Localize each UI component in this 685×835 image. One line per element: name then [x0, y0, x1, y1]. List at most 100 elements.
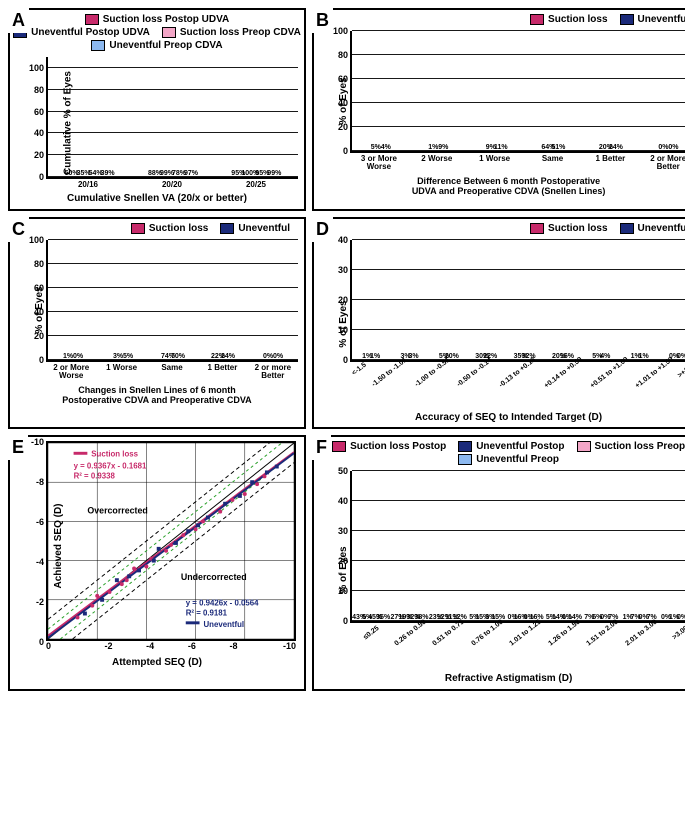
- legend-label: Uneventful: [238, 223, 290, 234]
- bar-value-label: 3%: [408, 353, 418, 360]
- xtick-label: 1 Better: [581, 153, 639, 172]
- bar-value-label: 1%: [370, 353, 380, 360]
- legend-label: Suction loss: [149, 223, 208, 234]
- plot-a: 02040608010050%35%54%39%88%99%78%97%95%1…: [46, 57, 298, 179]
- ytick-label: 80: [338, 50, 352, 60]
- bar-value-label: 0%: [677, 353, 685, 360]
- ytick-label: -6: [36, 517, 48, 527]
- ytick-label: 0: [343, 616, 352, 626]
- xticks-a: 20/1620/2020/25: [46, 179, 298, 189]
- bar-value-label: 5%: [371, 144, 381, 151]
- plot-e: Suction lossy = 0.9367x - 0.1681R² = 0.9…: [46, 441, 296, 641]
- legend-item: Suction loss Preop CDVA: [162, 27, 301, 38]
- ytick-label: 20: [338, 556, 352, 566]
- legend-label: Uneventful Preop CDVA: [109, 40, 222, 51]
- ytick-label: -10: [31, 437, 48, 447]
- panel-letter: E: [8, 435, 28, 460]
- panel-letter: A: [8, 8, 29, 33]
- legend-swatch: [530, 223, 544, 234]
- bar-value-label: 0%: [677, 614, 685, 621]
- legend-label: Suction loss: [548, 223, 607, 234]
- legend-label: Uneventful Postop: [476, 441, 564, 452]
- xticks-c: 2 or MoreWorse1 WorseSame1 Better2 or mo…: [46, 362, 298, 381]
- legend-item: Uneventful Postop: [458, 441, 564, 452]
- ytick-label: 100: [29, 235, 48, 245]
- bar-value-label: 0%: [668, 144, 678, 151]
- bar-value-label: 1%: [639, 353, 649, 360]
- legend-item: Uneventful: [220, 223, 290, 234]
- ytick-label: 0: [39, 172, 48, 182]
- xtick-label: 2 or moreBetter: [248, 362, 298, 381]
- legend-item: Suction loss Preop: [577, 441, 685, 452]
- ytick-label: 80: [34, 85, 48, 95]
- legend-item: Suction loss Postop: [332, 441, 446, 452]
- legend-swatch: [91, 40, 105, 51]
- panel-letter: F: [312, 435, 331, 460]
- ytick-label: 0: [39, 637, 48, 647]
- ytick-label: 40: [34, 307, 48, 317]
- plot-b: 0204060801005%4%1%9%9%11%64%51%20%24%0%0…: [350, 31, 685, 153]
- ytick-label: 0: [39, 355, 48, 365]
- xticks-d: <-1.5-1.50 to -1.01-1.00 to -0.51-0.50 t…: [350, 362, 685, 408]
- ytick-label: 20: [338, 295, 352, 305]
- ytick-label: 20: [34, 331, 48, 341]
- ytick-label: 100: [29, 63, 48, 73]
- plot-c: 0204060801001%0%3%5%74%70%22%24%0%0%: [46, 240, 298, 362]
- bar-value-label: 5%: [123, 353, 133, 360]
- legend-swatch: [162, 27, 176, 38]
- bar-value-label: 24%: [221, 353, 235, 360]
- bars-row: 5%4%1%9%9%11%64%51%20%24%0%0%: [352, 31, 685, 151]
- ytick-label: 30: [338, 526, 352, 536]
- legend-swatch: [458, 441, 472, 452]
- ytick-label: 40: [34, 128, 48, 138]
- xtick-label: Same: [147, 362, 197, 381]
- panel-letter: C: [8, 217, 29, 242]
- ytick-label: 10: [338, 325, 352, 335]
- ylabel-d: % of Eyes: [338, 300, 349, 347]
- ytick-label: -2: [36, 597, 48, 607]
- xticks-f: ≤0.250.26 to 0.500.51 to 0.750.76 to 1.0…: [350, 623, 685, 669]
- legend-label: Uneventful: [638, 14, 685, 25]
- xtick-label: Same: [524, 153, 582, 172]
- bar-value-label: 97%: [184, 170, 198, 177]
- svg-text:Suction loss: Suction loss: [91, 450, 138, 459]
- legend-item: Suction loss: [530, 223, 607, 234]
- ytick-label: 20: [338, 122, 352, 132]
- xtick-label: 2 Worse: [408, 153, 466, 172]
- legend-swatch: [85, 14, 99, 25]
- bars-row: 1%1%3%3%5%20%30%22%35%32%20%16%5%4%1%1%0…: [352, 240, 685, 360]
- xticks-b: 3 or MoreWorse2 Worse1 WorseSame1 Better…: [350, 153, 685, 172]
- legend-item: Uneventful Preop CDVA: [91, 40, 222, 51]
- xtick-label: 2 or MoreBetter: [639, 153, 685, 172]
- ytick-label: 0: [343, 146, 352, 156]
- legend-swatch: [620, 14, 634, 25]
- legend-d: Suction lossUneventful: [314, 219, 685, 236]
- bars-row: 43%5%45%35%27%19%32%38%23%12%11%12%5%15%…: [352, 471, 685, 621]
- scatter-svg: Suction lossy = 0.9367x - 0.1681R² = 0.9…: [48, 443, 294, 639]
- bar-value-label: 11%: [494, 144, 508, 151]
- panel-c: C Suction lossUneventful % of Eyes 02040…: [8, 217, 306, 430]
- legend-label: Suction loss: [548, 14, 607, 25]
- bar-value-label: 51%: [551, 144, 565, 151]
- ytick-label: 60: [34, 283, 48, 293]
- xtick-label: 3 or MoreWorse: [350, 153, 408, 172]
- xlabel-b: Difference Between 6 month Postoperative…: [314, 174, 685, 201]
- panel-f: F Suction loss Postop Uneventful Postop Su…: [312, 435, 685, 691]
- legend-label: Suction loss Postop UDVA: [103, 14, 230, 25]
- bar-value-label: 24%: [609, 144, 623, 151]
- bar-value-label: 39%: [101, 170, 115, 177]
- legend-label: Suction loss Postop: [350, 441, 446, 452]
- ytick-label: 40: [338, 98, 352, 108]
- ytick-label: 80: [34, 259, 48, 269]
- ytick-label: -8: [36, 477, 48, 487]
- svg-text:Uneventful: Uneventful: [203, 621, 244, 630]
- svg-text:Undercorrected: Undercorrected: [181, 573, 247, 583]
- panel-d: D Suction lossUneventful % of Eyes 01020…: [312, 217, 685, 430]
- bar-value-label: 99%: [267, 170, 281, 177]
- ytick-label: 10: [338, 586, 352, 596]
- ytick-label: 50: [338, 466, 352, 476]
- legend-item: Suction loss: [530, 14, 607, 25]
- xtick-label: 1 Better: [197, 362, 247, 381]
- bars-row: 50%35%54%39%88%99%78%97%95%100%95%99%: [48, 57, 298, 177]
- legend-swatch: [332, 441, 346, 452]
